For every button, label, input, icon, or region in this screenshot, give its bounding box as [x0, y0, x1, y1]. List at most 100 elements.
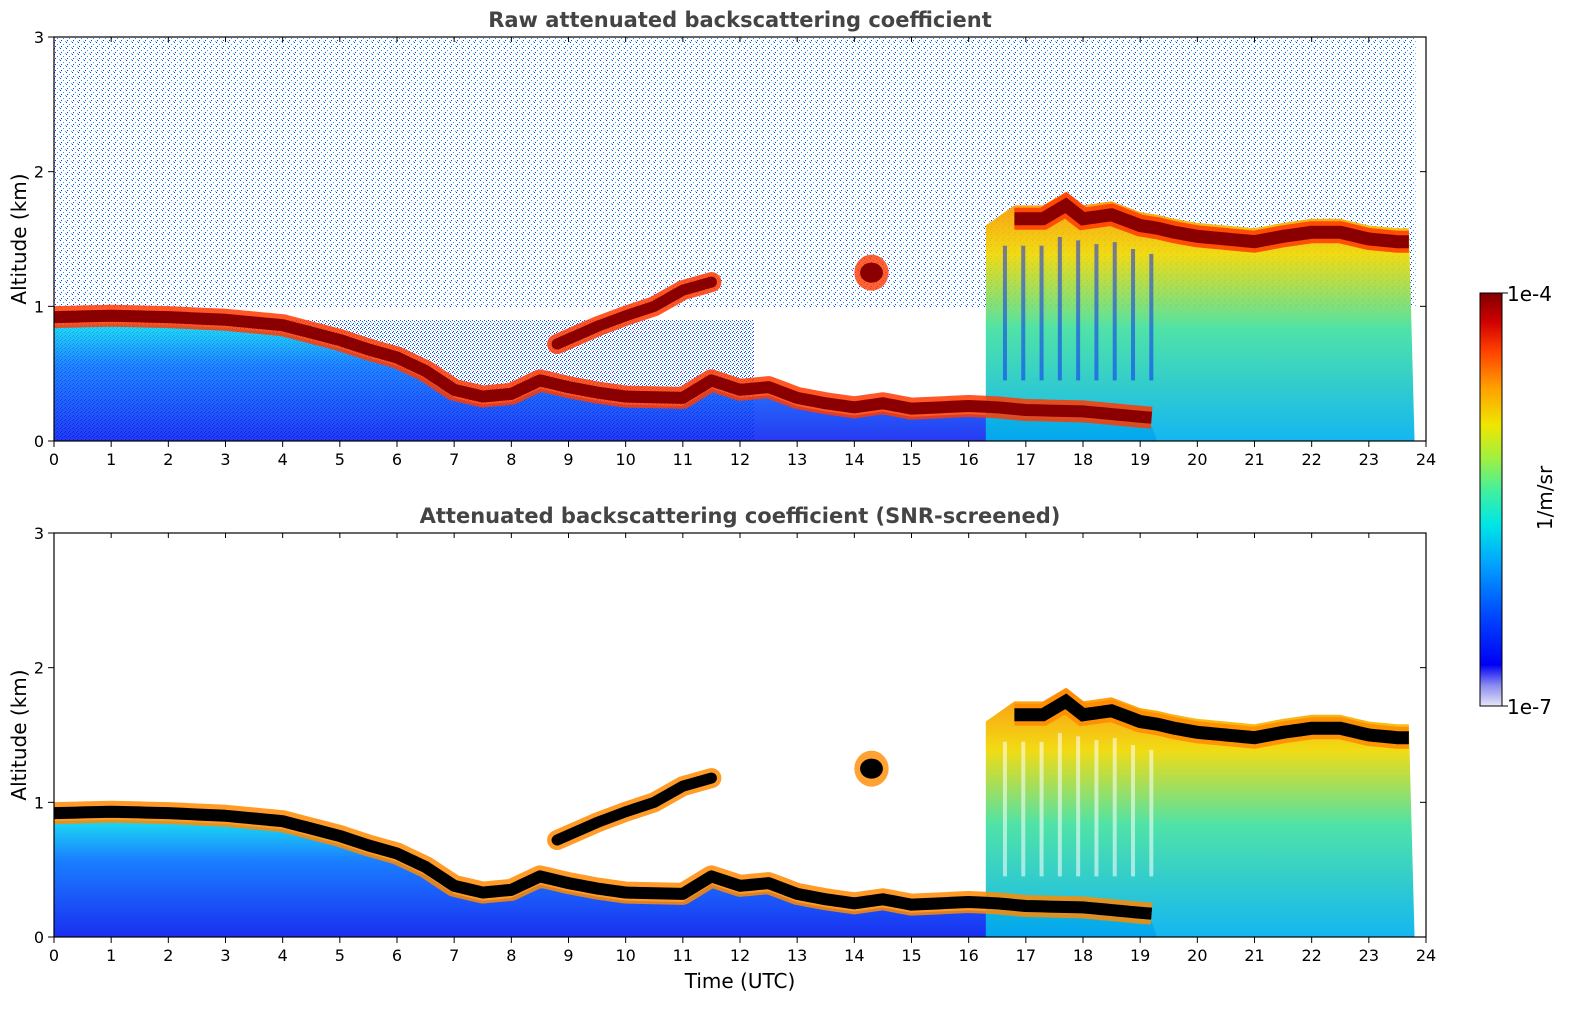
x-tick-label: 23 — [1359, 450, 1379, 469]
main-layer — [53, 309, 1153, 424]
y-tick-label: 2 — [34, 659, 44, 678]
x-tick-label: 14 — [844, 946, 864, 965]
colorbar-min-label: 1e-7 — [1507, 695, 1552, 719]
y-tick-label: 3 — [34, 28, 44, 47]
x-tick-label: 6 — [392, 946, 402, 965]
isolated-cloud — [860, 758, 883, 779]
x-tick-label: 10 — [615, 450, 635, 469]
x-tick-label: 10 — [615, 946, 635, 965]
x-tick-label: 5 — [335, 450, 345, 469]
x-tick-label: 1 — [106, 450, 116, 469]
cloud-gap — [1131, 249, 1136, 381]
cloud-gap — [1131, 745, 1136, 877]
x-tick-label: 2 — [163, 946, 173, 965]
colorbar-gradient — [1479, 292, 1503, 707]
cloud-gap — [1076, 240, 1081, 381]
y-tick-label: 1 — [34, 793, 44, 812]
y-tick-label: 0 — [34, 432, 44, 451]
raw-features — [48, 191, 1415, 441]
panel-raw-ylabel: Altitude (km) — [7, 173, 31, 304]
y-tick-label: 1 — [34, 297, 44, 316]
colorbar: 1e-4 1e-7 1/m/sr — [1479, 282, 1557, 719]
cloud-gap — [1112, 242, 1117, 381]
cloud-gap — [1057, 732, 1062, 877]
colorbar-unit-label: 1/m/sr — [1533, 465, 1557, 530]
panel-screened-plot-area — [48, 533, 1426, 937]
x-tick-label: 21 — [1244, 450, 1264, 469]
x-tick-label: 11 — [673, 450, 693, 469]
cloud-gap — [1039, 741, 1044, 877]
x-tick-label: 11 — [673, 946, 693, 965]
y-tick-label: 3 — [34, 524, 44, 543]
x-tick-label: 4 — [278, 946, 288, 965]
cloud-curtain — [985, 191, 1415, 441]
cloud-gap — [1149, 749, 1154, 877]
cloud-gap — [1076, 736, 1081, 877]
x-tick-label: 6 — [392, 450, 402, 469]
x-tick-label: 8 — [506, 946, 516, 965]
panel-screened: Attenuated backscattering coefficient (S… — [7, 504, 1436, 993]
x-tick-label: 15 — [901, 946, 921, 965]
x-tick-label: 20 — [1187, 450, 1207, 469]
x-tick-label: 4 — [278, 450, 288, 469]
cloud-gap — [1039, 245, 1044, 381]
x-tick-label: 16 — [958, 946, 978, 965]
x-tick-label: 0 — [49, 450, 59, 469]
x-tick-label: 7 — [449, 450, 459, 469]
cloud-gap — [1057, 236, 1062, 381]
cloud-gap — [1002, 245, 1007, 381]
x-tick-label: 19 — [1130, 946, 1150, 965]
x-tick-label: 7 — [449, 946, 459, 965]
x-tick-label: 21 — [1244, 946, 1264, 965]
cloud-gap — [1002, 741, 1007, 877]
x-tick-label: 17 — [1016, 946, 1036, 965]
x-tick-label: 8 — [506, 450, 516, 469]
x-tick-label: 3 — [220, 946, 230, 965]
cloud-gap — [1021, 741, 1026, 877]
screened-features — [48, 687, 1415, 937]
x-tick-label: 23 — [1359, 946, 1379, 965]
elevated-layer — [551, 276, 717, 350]
panel-screened-ylabel: Altitude (km) — [7, 669, 31, 800]
x-tick-label: 18 — [1073, 450, 1093, 469]
panel-screened-title: Attenuated backscattering coefficient (S… — [420, 504, 1061, 528]
cloud-curtain — [985, 687, 1415, 937]
x-tick-label: 0 — [49, 946, 59, 965]
cloud-top-layer — [1014, 693, 1409, 745]
x-tick-label: 14 — [844, 450, 864, 469]
xaxis-label: Time (UTC) — [684, 969, 796, 993]
panel-raw: Raw attenuated backscattering coefficien… — [7, 8, 1436, 469]
x-tick-label: 2 — [163, 450, 173, 469]
main-layer — [53, 805, 1153, 920]
x-tick-label: 12 — [730, 450, 750, 469]
elevated-layer — [551, 772, 717, 846]
x-tick-label: 19 — [1130, 450, 1150, 469]
panel-screened-axes: 0 1 2 3 4 5 6 7 8 9 10 11 12 13 14 15 16 17 18 19 20 21 22 23 24… — [34, 524, 1436, 965]
x-tick-label: 1 — [106, 946, 116, 965]
x-tick-label: 12 — [730, 946, 750, 965]
x-tick-label: 22 — [1301, 946, 1321, 965]
y-tick-label: 0 — [34, 928, 44, 947]
x-tick-label: 20 — [1187, 946, 1207, 965]
x-tick-label: 9 — [563, 450, 573, 469]
x-tick-label: 17 — [1016, 450, 1036, 469]
y-tick-label: 2 — [34, 163, 44, 182]
cloud-gap — [1112, 738, 1117, 877]
x-tick-label: 9 — [563, 946, 573, 965]
x-tick-label: 13 — [787, 946, 807, 965]
colorbar-max-label: 1e-4 — [1507, 282, 1552, 306]
cloud-gap — [1094, 244, 1099, 381]
x-tick-label: 13 — [787, 450, 807, 469]
x-tick-label: 18 — [1073, 946, 1093, 965]
x-tick-label: 5 — [335, 946, 345, 965]
isolated-cloud — [860, 262, 883, 283]
x-tick-label: 16 — [958, 450, 978, 469]
x-tick-label: 22 — [1301, 450, 1321, 469]
x-tick-label: 24 — [1416, 946, 1436, 965]
x-tick-label: 15 — [901, 450, 921, 469]
panel-raw-axes: 0 1 2 3 4 5 6 7 8 9 10 11 12 13 14 15 16 17 18 19 20 21 22 23 24… — [34, 28, 1436, 469]
cloud-gap — [1021, 245, 1026, 381]
panel-raw-title: Raw attenuated backscattering coefficien… — [488, 8, 992, 32]
x-tick-label: 24 — [1416, 450, 1436, 469]
